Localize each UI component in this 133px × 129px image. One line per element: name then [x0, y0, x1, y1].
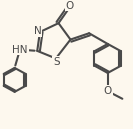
Text: N: N — [34, 26, 41, 36]
Text: O: O — [104, 86, 112, 96]
Text: O: O — [66, 1, 74, 11]
Text: S: S — [53, 57, 60, 67]
Text: HN: HN — [12, 45, 28, 55]
